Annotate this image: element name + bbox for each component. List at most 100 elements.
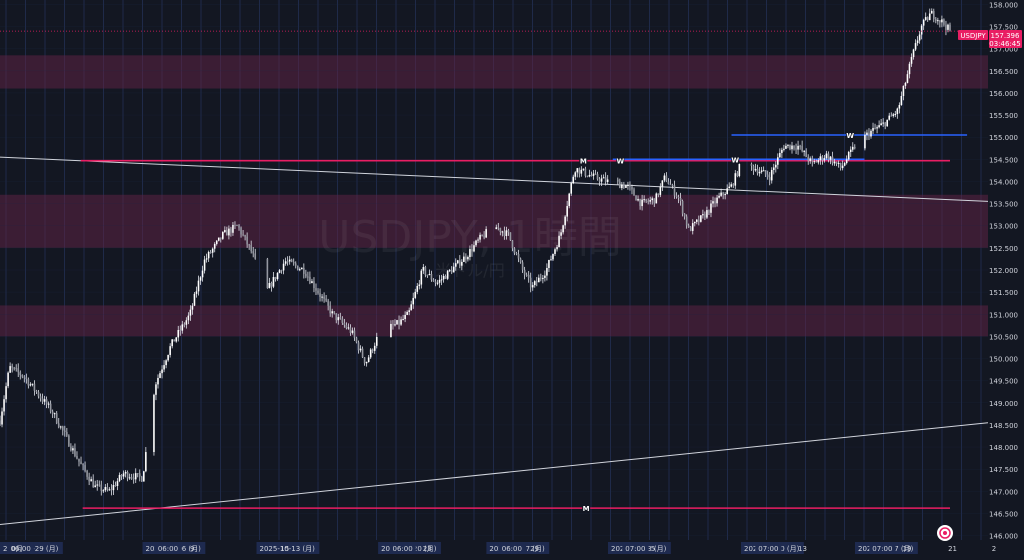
candle-body xyxy=(602,177,605,179)
candle-body xyxy=(238,225,240,228)
candle-body xyxy=(641,199,643,207)
candle-body xyxy=(201,270,204,278)
symbol-name: USDJPY xyxy=(960,32,986,40)
candle-body xyxy=(250,245,252,252)
candle-body xyxy=(592,173,595,176)
candle-body xyxy=(104,487,107,491)
candle-body xyxy=(949,24,951,31)
candle-body xyxy=(7,372,9,387)
candle-body xyxy=(517,253,520,259)
candle-body xyxy=(23,376,26,378)
candle-body xyxy=(175,337,178,342)
time-tick-label: 06:00 xyxy=(11,545,31,553)
price-axis-bg xyxy=(988,0,1024,540)
candle-body xyxy=(242,234,244,236)
time-tick-label: 2025-10-13 (月) xyxy=(260,545,316,553)
candle-body xyxy=(829,156,832,160)
candle-body xyxy=(724,194,726,196)
time-tick-label: 06:00 xyxy=(393,545,413,553)
candle-body xyxy=(80,461,82,465)
candle-body xyxy=(884,122,886,127)
candle-body xyxy=(211,248,214,253)
candle-body xyxy=(430,273,433,280)
candle-body xyxy=(343,322,346,325)
candle-body xyxy=(908,63,911,75)
scroll-to-latest-button[interactable] xyxy=(937,525,953,541)
candle-body xyxy=(145,452,147,472)
candle-body xyxy=(762,170,765,172)
candle-body xyxy=(353,330,356,338)
time-tick-label: 19 xyxy=(903,545,912,553)
price-tick-label: 150.000 xyxy=(989,356,1018,364)
candle-body xyxy=(136,473,139,475)
candle-body xyxy=(789,144,791,150)
candle-body xyxy=(226,230,228,236)
candle-body xyxy=(696,219,698,222)
candle-body xyxy=(78,458,80,462)
candle-body xyxy=(932,11,935,20)
candle-body xyxy=(756,169,759,174)
marker-bg xyxy=(616,156,625,165)
candle-body xyxy=(108,489,111,491)
candle-body xyxy=(783,148,785,150)
candle-body xyxy=(327,300,329,306)
candle-body xyxy=(173,339,176,342)
candle-body xyxy=(521,262,524,270)
candle-body xyxy=(621,184,623,189)
candle-body xyxy=(207,252,210,259)
candle-body xyxy=(209,252,212,254)
candle-body xyxy=(702,214,704,216)
candle-body xyxy=(436,282,439,284)
price-axis[interactable]: 158.000 157.500 157.000 156.500 156.000 155.5… xyxy=(988,0,1024,541)
time-label-bg xyxy=(7,542,34,554)
candle-body xyxy=(27,378,30,386)
candle-body xyxy=(673,185,676,196)
candle-body xyxy=(373,345,376,351)
candle-body xyxy=(236,225,238,227)
candle-body xyxy=(213,243,216,249)
candle-body xyxy=(82,464,84,466)
candle-body xyxy=(252,251,254,254)
candle-body xyxy=(538,277,540,283)
candle-body xyxy=(92,479,94,488)
candle-body xyxy=(181,324,184,331)
candle-body xyxy=(594,173,597,175)
candle-body xyxy=(704,214,706,218)
candle-body xyxy=(805,150,807,157)
candle-body xyxy=(523,269,526,275)
candle-body xyxy=(450,270,453,273)
time-tick-label: 23 xyxy=(423,545,432,553)
candle-body xyxy=(819,156,822,161)
candle-body xyxy=(276,272,279,280)
candle-body xyxy=(319,293,321,297)
candle-body xyxy=(11,366,13,368)
candle-body xyxy=(730,184,733,187)
pattern-marker: W xyxy=(731,156,739,164)
candle-body xyxy=(623,184,625,188)
candle-body xyxy=(467,257,469,260)
candle-body xyxy=(811,158,814,162)
candle-body xyxy=(53,413,56,415)
candle-body xyxy=(280,270,283,272)
candle-body xyxy=(685,216,688,226)
marker-bg xyxy=(579,156,588,165)
candle-body xyxy=(394,324,396,326)
trendline[interactable] xyxy=(0,156,989,202)
candle-body xyxy=(845,159,848,164)
time-tick-label: 07:00 xyxy=(872,545,892,553)
candle-body xyxy=(807,156,810,161)
candle-body xyxy=(604,177,607,182)
candle-body xyxy=(114,485,117,487)
candle-body xyxy=(21,375,24,377)
candle-body xyxy=(270,283,273,287)
candle-body xyxy=(732,184,735,186)
time-axis[interactable]: 2025-09-29 (月)06:000月2025-10-06 (月)06:00… xyxy=(0,540,1024,556)
candle-body xyxy=(193,293,196,306)
candle-body xyxy=(781,149,783,153)
candle-body xyxy=(774,164,777,168)
candle-body xyxy=(404,314,406,320)
candle-body xyxy=(100,484,103,491)
